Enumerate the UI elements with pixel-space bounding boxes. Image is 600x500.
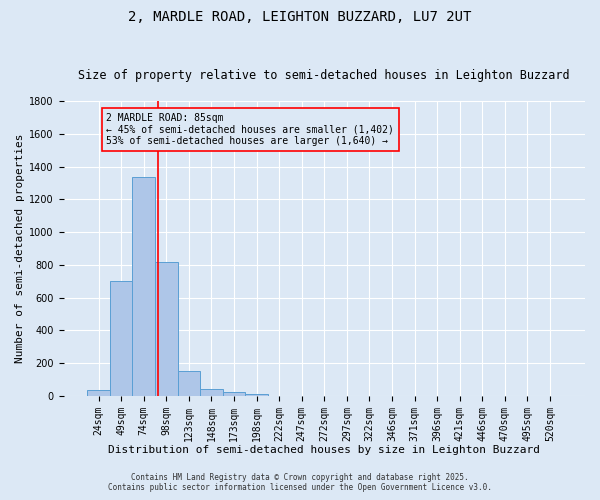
Bar <box>133 176 155 396</box>
Title: Size of property relative to semi-detached houses in Leighton Buzzard: Size of property relative to semi-detach… <box>79 69 570 82</box>
Bar <box>245 394 268 396</box>
X-axis label: Distribution of semi-detached houses by size in Leighton Buzzard: Distribution of semi-detached houses by … <box>108 445 540 455</box>
Bar <box>87 390 110 396</box>
Text: 2, MARDLE ROAD, LEIGHTON BUZZARD, LU7 2UT: 2, MARDLE ROAD, LEIGHTON BUZZARD, LU7 2U… <box>128 10 472 24</box>
Y-axis label: Number of semi-detached properties: Number of semi-detached properties <box>15 134 25 364</box>
Bar <box>200 390 223 396</box>
Bar <box>110 282 133 396</box>
Text: 2 MARDLE ROAD: 85sqm
← 45% of semi-detached houses are smaller (1,402)
53% of se: 2 MARDLE ROAD: 85sqm ← 45% of semi-detac… <box>106 112 394 146</box>
Text: Contains HM Land Registry data © Crown copyright and database right 2025.
Contai: Contains HM Land Registry data © Crown c… <box>108 473 492 492</box>
Bar <box>223 392 245 396</box>
Bar <box>155 262 178 396</box>
Bar <box>178 372 200 396</box>
